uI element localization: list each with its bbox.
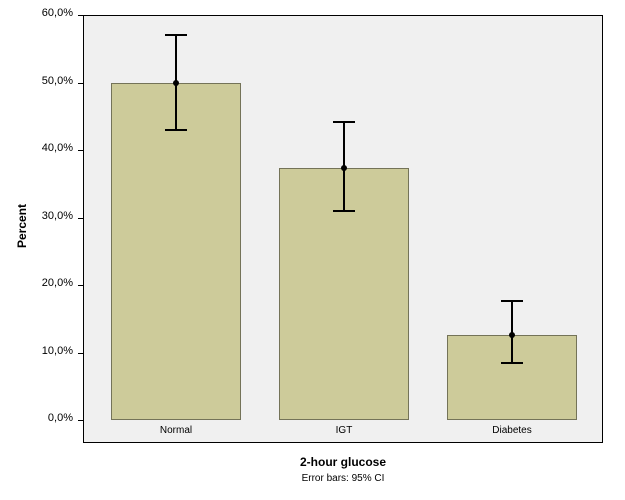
y-tick-label: 60,0%: [0, 7, 73, 19]
y-tick-label: 0,0%: [0, 412, 73, 424]
y-tick-label: 10,0%: [0, 345, 73, 357]
y-tick-label: 50,0%: [0, 75, 73, 87]
x-axis-label: 2-hour glucose: [83, 455, 603, 469]
y-axis-label: Percent: [15, 196, 29, 256]
plot-frame: [83, 15, 603, 443]
y-tick-label: 40,0%: [0, 142, 73, 154]
bar-chart-with-error-bars: NormalIGTDiabetes0,0%10,0%20,0%30,0%40,0…: [0, 0, 625, 500]
y-tick-label: 20,0%: [0, 277, 73, 289]
chart-caption: Error bars: 95% CI: [83, 473, 603, 484]
y-tick-label: 30,0%: [0, 210, 73, 222]
